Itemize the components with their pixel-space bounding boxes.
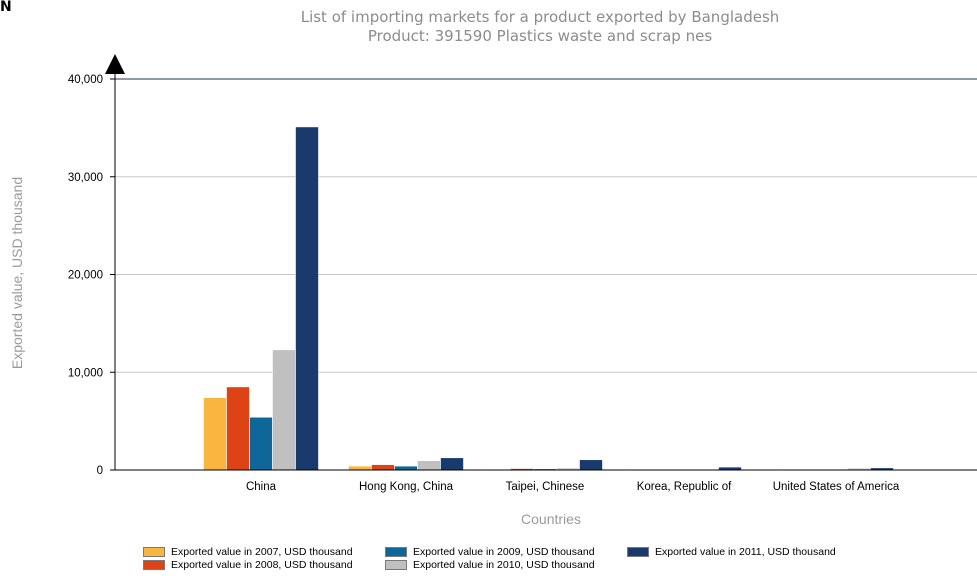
y-axis-arrow xyxy=(105,54,125,74)
y-tick-label: 40,000 xyxy=(68,74,103,86)
bar-china-s3 xyxy=(249,416,273,471)
bar-china-s4 xyxy=(272,349,296,471)
y-tick-label: 20,000 xyxy=(68,270,103,282)
y-axis-title: Exported value, USD thousand xyxy=(9,177,25,369)
bar-hong-kong-china-s3 xyxy=(394,465,418,471)
x-tick-label: United States of America xyxy=(773,481,900,493)
legend-swatch xyxy=(143,560,165,570)
bar-china-s5 xyxy=(295,126,319,471)
legend-item: Exported value in 2011, USD thousand xyxy=(627,546,836,558)
legend-swatch xyxy=(143,547,165,557)
legend-swatch xyxy=(385,560,407,570)
bar-taipei-chinese-s5 xyxy=(579,459,603,471)
legend-label: Exported value in 2010, USD thousand xyxy=(413,559,595,571)
bar-china-s2 xyxy=(226,386,250,471)
bar-hong-kong-china-s2 xyxy=(371,464,395,471)
legend-item: Exported value in 2008, USD thousand xyxy=(143,559,353,571)
legend-item: Exported value in 2007, USD thousand xyxy=(143,546,353,558)
x-tick-label: China xyxy=(246,481,277,493)
bar-china-s1 xyxy=(203,397,227,471)
bar-hong-kong-china-s5 xyxy=(440,457,464,471)
chart-title-block: List of importing markets for a product … xyxy=(120,8,960,46)
y-tick-label: 0 xyxy=(97,465,103,477)
bar-hong-kong-china-s4 xyxy=(417,460,441,471)
legend-item: Exported value in 2009, USD thousand xyxy=(385,546,595,558)
chart-title: List of importing markets for a product … xyxy=(300,8,780,26)
legend-swatch xyxy=(627,547,649,557)
x-tick-label: Taipei, Chinese xyxy=(506,481,585,493)
y-tick-label: 10,000 xyxy=(68,367,103,379)
x-axis-title: Countries xyxy=(521,511,581,527)
legend-label: Exported value in 2008, USD thousand xyxy=(171,559,353,571)
legend-label: Exported value in 2011, USD thousand xyxy=(655,546,836,558)
y-tick-label: 30,000 xyxy=(68,172,103,184)
x-tick-label: Hong Kong, China xyxy=(359,481,454,493)
legend-item: Exported value in 2010, USD thousand xyxy=(385,559,595,571)
corner-mark: N xyxy=(0,0,12,15)
legend-label: Exported value in 2007, USD thousand xyxy=(171,546,353,558)
chart-subtitle: Product: 391590 Plastics waste and scrap… xyxy=(367,27,713,45)
legend-label: Exported value in 2009, USD thousand xyxy=(413,546,595,558)
legend-swatch xyxy=(385,547,407,557)
bar-hong-kong-china-s1 xyxy=(348,465,372,471)
x-tick-label: Korea, Republic of xyxy=(637,481,732,493)
